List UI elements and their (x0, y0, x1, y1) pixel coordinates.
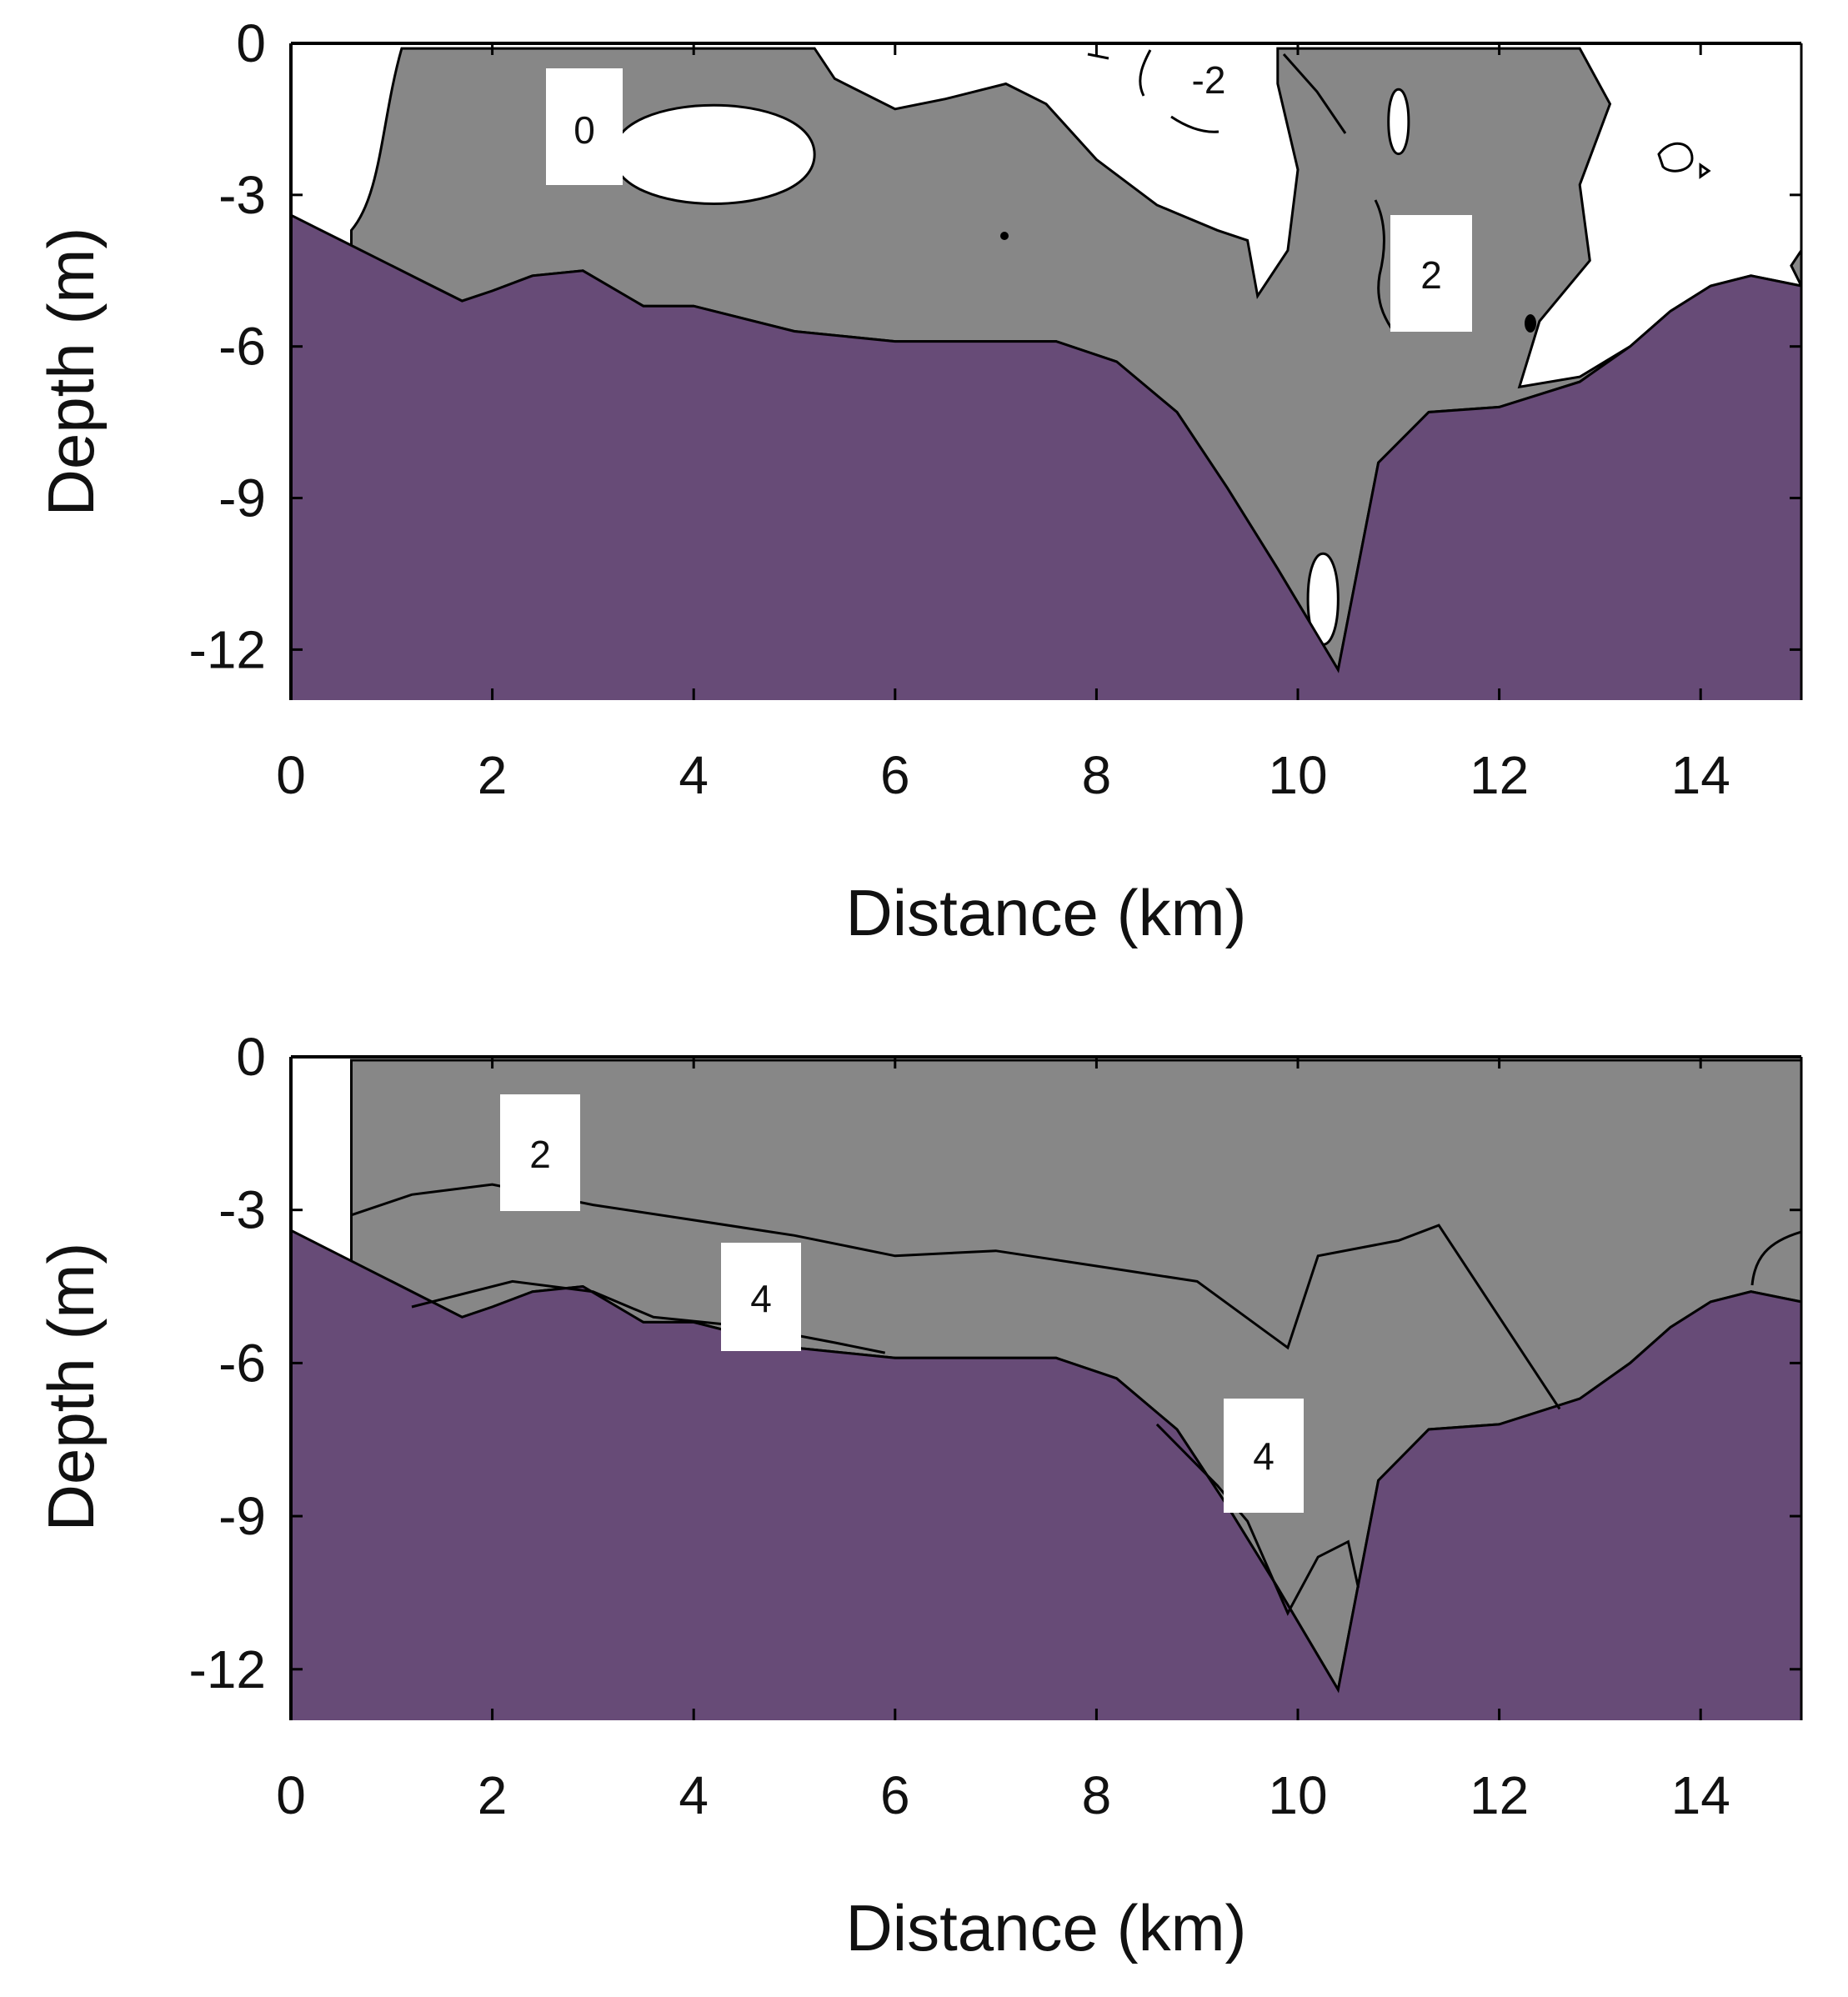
y-tick-label: -9 (218, 1486, 266, 1546)
contour-label-text: 4 (1253, 1434, 1275, 1478)
bottom-contour-label-2: 2 (500, 1094, 580, 1211)
top-small-loop (1657, 142, 1711, 179)
top-panel: 0 -2 2 0 2 4 6 8 10 12 14 0 -3 -6 -9 -12 Distance (… (34, 13, 1803, 949)
contour-label-text: -2 (1192, 58, 1226, 102)
y-tick-label: -9 (218, 468, 266, 528)
top-dot-2 (1525, 314, 1536, 333)
x-tick-label: 12 (1470, 745, 1529, 805)
y-tick-label: -6 (218, 1333, 266, 1393)
top-plot-area (291, 47, 1801, 700)
x-tick-label: 2 (478, 745, 508, 805)
y-tick-label: -3 (218, 165, 266, 225)
top-x-ticks: 0 2 4 6 8 10 12 14 (276, 43, 1730, 805)
y-tick-label: 0 (236, 13, 266, 73)
x-tick-label: 2 (478, 1765, 508, 1825)
top-contour-squiggle (1087, 49, 1219, 133)
top-contour-line-2 (1282, 53, 1347, 134)
x-tick-label: 10 (1268, 745, 1327, 805)
top-white-pocket (612, 103, 816, 205)
top-contour-labels: 0 -2 2 (546, 58, 1472, 332)
x-tick-label: 14 (1671, 745, 1730, 805)
x-tick-label: 8 (1082, 1765, 1112, 1825)
top-contour-label-0: 0 (546, 68, 623, 185)
bottom-contour-4m (411, 1279, 885, 1354)
bottom-contour-right-edge (1750, 1230, 1801, 1286)
x-tick-label: 0 (276, 745, 306, 805)
x-tick-label: 6 (880, 745, 910, 805)
x-tick-label: 4 (679, 745, 709, 805)
top-axes-frame (289, 42, 1803, 700)
x-tick-label: 0 (276, 1765, 306, 1825)
bottom-y-ticks: 0 -3 -6 -9 -12 (189, 1027, 1801, 1699)
top-y-ticks: 0 -3 -6 -9 -12 (189, 13, 1801, 679)
y-tick-label: 0 (236, 1027, 266, 1087)
bottom-panel: 2 4 4 0 2 4 6 8 10 12 14 0 -3 -6 -9 -12 Distance (k… (34, 1027, 1803, 1964)
top-contour-label-neg2: -2 (1192, 58, 1226, 102)
y-tick-label: -3 (218, 1180, 266, 1240)
contour-label-text: 2 (1420, 253, 1442, 297)
top-contour-label-2: 2 (1390, 215, 1472, 332)
bottom-seabed-bathymetry (291, 1229, 1801, 1720)
top-contour-line-2b (1374, 199, 1394, 330)
x-tick-label: 8 (1082, 745, 1112, 805)
bottom-contour-label-4-deep: 4 (1224, 1399, 1304, 1513)
contour-label-text: 4 (750, 1277, 772, 1320)
contour-label-text: 2 (529, 1133, 551, 1176)
top-x-axis-label: Distance (km) (845, 876, 1246, 949)
x-tick-label: 12 (1470, 1765, 1529, 1825)
bottom-x-axis-label: Distance (km) (845, 1891, 1246, 1964)
contour-label-text: 0 (573, 108, 595, 152)
bottom-y-axis-label: Depth (m) (34, 1243, 108, 1532)
top-y-axis-label: Depth (m) (34, 228, 108, 517)
x-tick-label: 6 (880, 1765, 910, 1825)
top-dot (1000, 232, 1009, 240)
top-seabed-bathymetry (291, 213, 1801, 700)
bottom-x-ticks: 0 2 4 6 8 10 12 14 (276, 1057, 1730, 1825)
y-tick-label: -6 (218, 317, 266, 377)
bottom-contour-label-4: 4 (721, 1243, 801, 1351)
top-white-pocket (1387, 88, 1410, 156)
y-tick-label: -12 (189, 1639, 267, 1699)
x-tick-label: 10 (1268, 1765, 1327, 1825)
x-tick-label: 14 (1671, 1765, 1730, 1825)
y-tick-label: -12 (189, 619, 267, 679)
bottom-axes-frame (289, 1055, 1803, 1720)
bottom-contour-labels: 2 4 4 (500, 1094, 1304, 1513)
bottom-contour-4m-deep (1155, 1423, 1360, 1616)
x-tick-label: 4 (679, 1765, 709, 1825)
